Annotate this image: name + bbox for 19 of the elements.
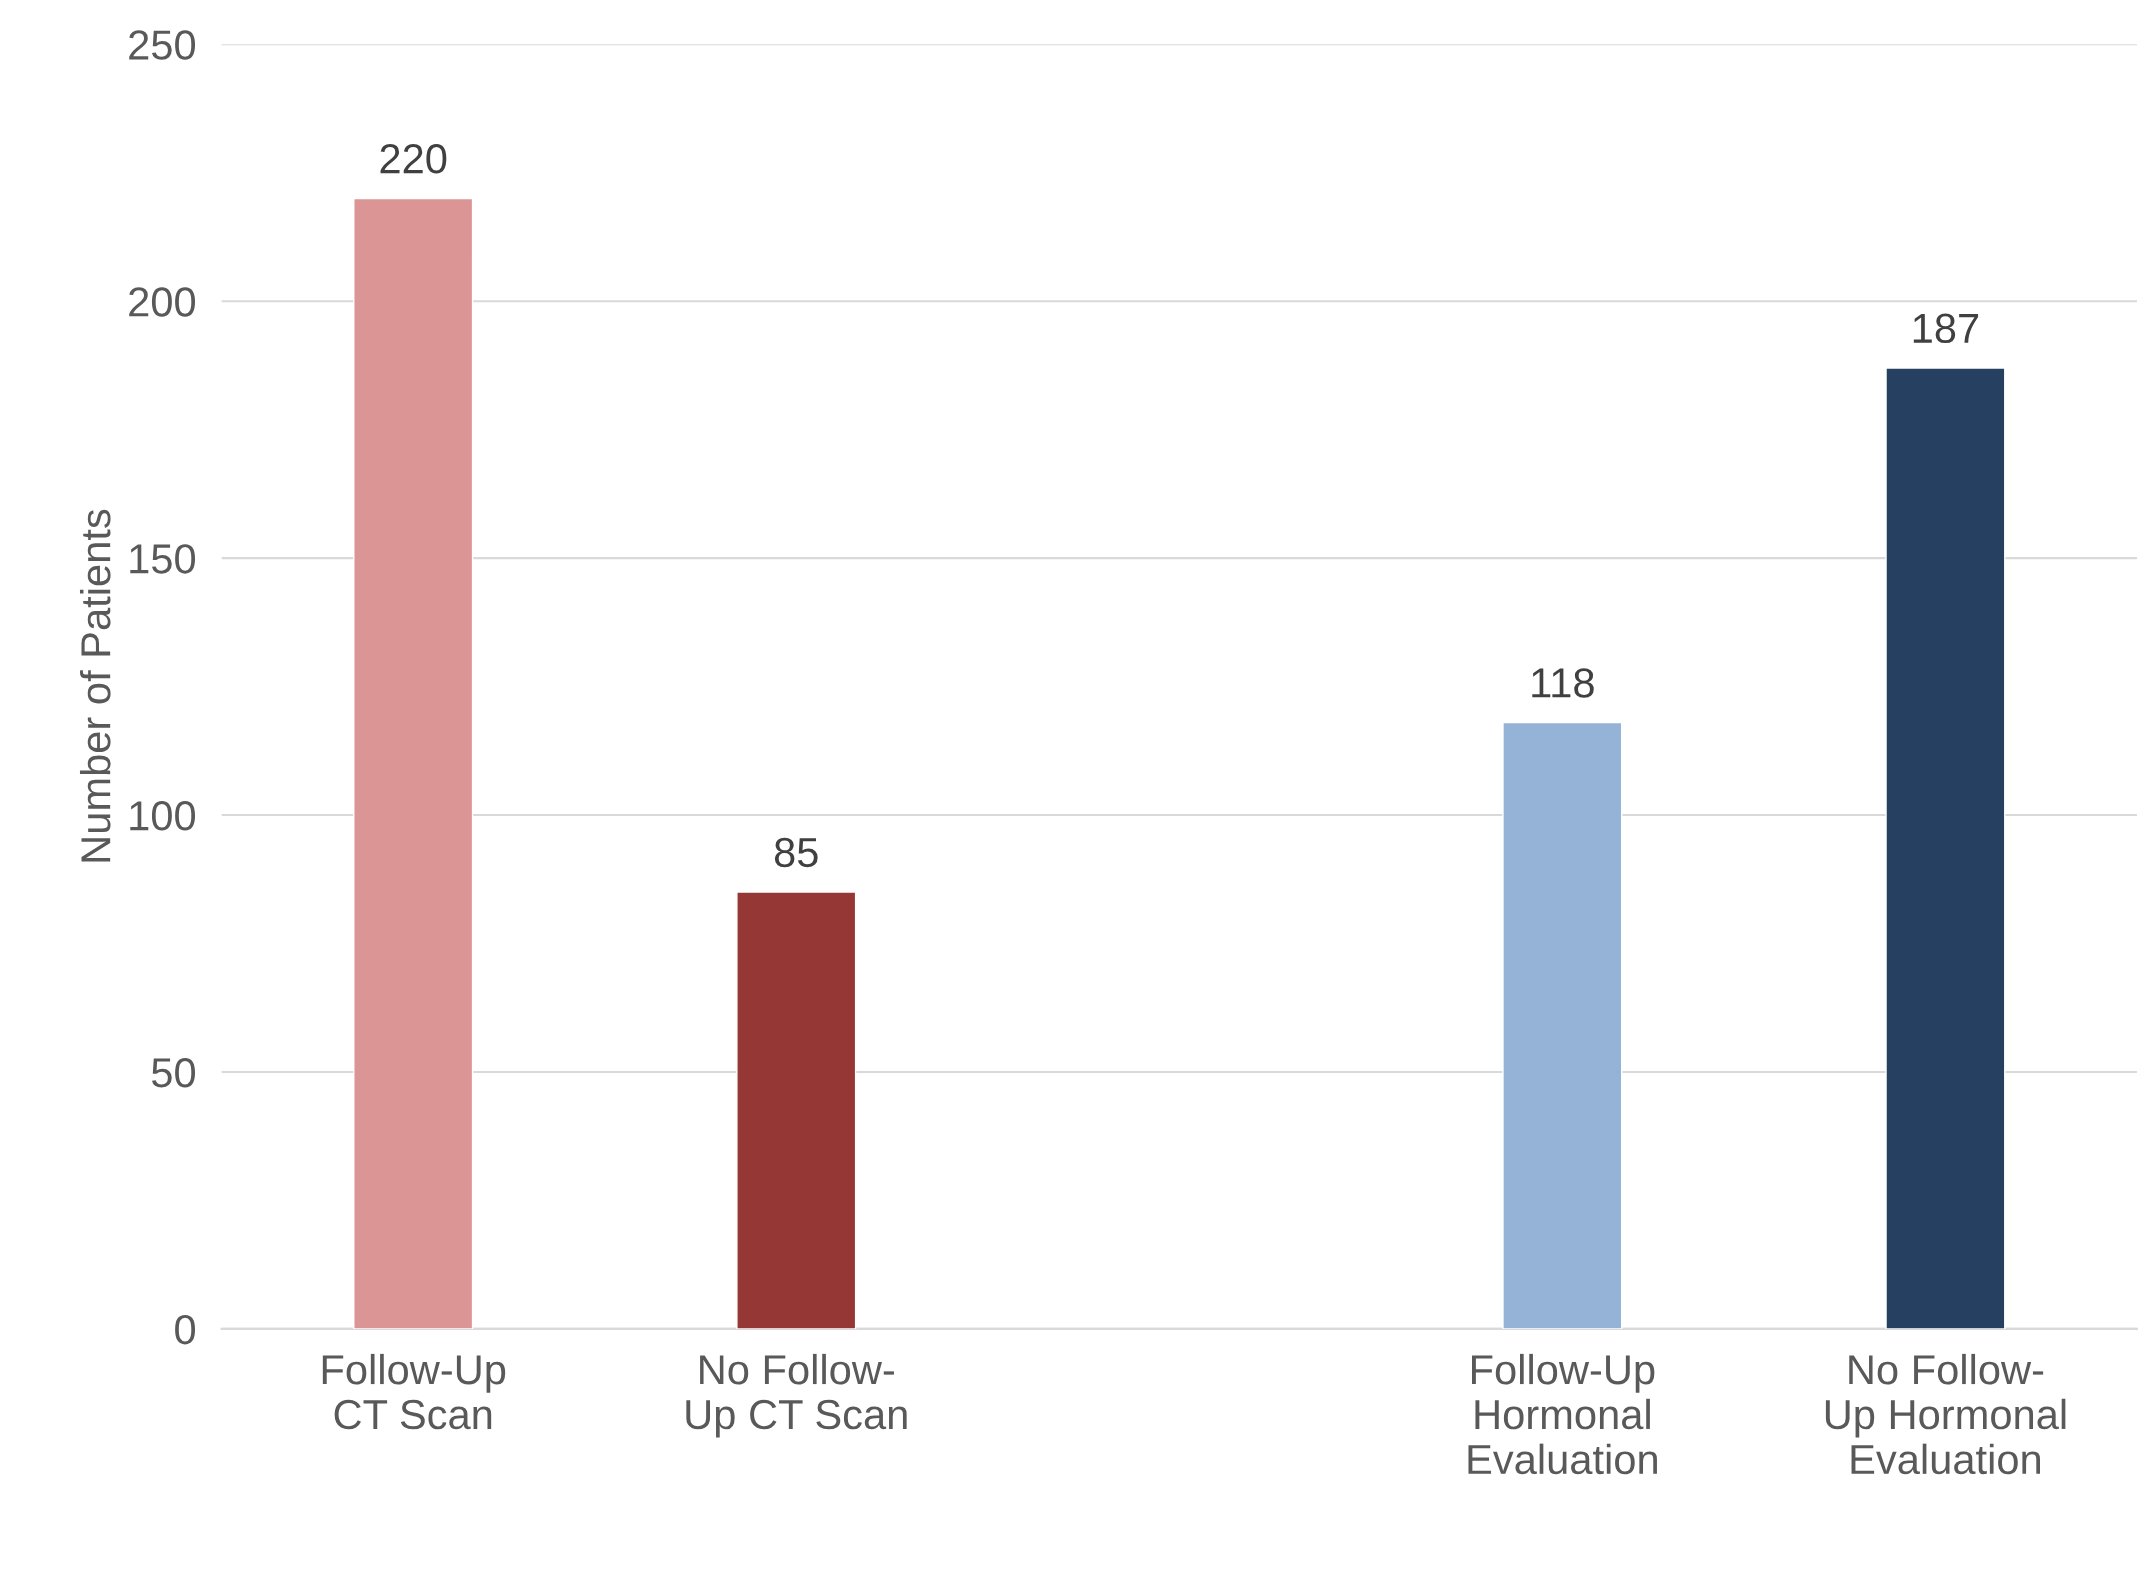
x-tick-label: No Follow- Up Hormonal Evaluation — [1825, 1353, 2066, 1475]
bar — [353, 197, 474, 1329]
y-axis-title: Number of Patients — [79, 509, 111, 862]
bar — [1885, 367, 2006, 1329]
data-label: 187 — [1913, 313, 1979, 344]
x-tick-label: Follow-Up Hormonal Evaluation — [1468, 1353, 1657, 1475]
data-label: 220 — [380, 144, 447, 174]
x-tick-label: No Follow- Up CT Scan — [686, 1353, 907, 1438]
y-tick-label: 100 — [130, 801, 196, 831]
y-tick-label: 200 — [129, 287, 196, 317]
data-label: 118 — [1532, 668, 1594, 698]
bar — [736, 891, 857, 1329]
y-tick-label: 250 — [129, 30, 196, 60]
x-tick-label: Follow-Up CT Scan — [322, 1353, 506, 1430]
bar — [1502, 721, 1623, 1329]
y-tick-label: 150 — [130, 544, 196, 574]
y-tick-label: 0 — [175, 1314, 196, 1345]
y-tick-label: 50 — [151, 1057, 196, 1088]
data-label: 85 — [774, 837, 818, 868]
